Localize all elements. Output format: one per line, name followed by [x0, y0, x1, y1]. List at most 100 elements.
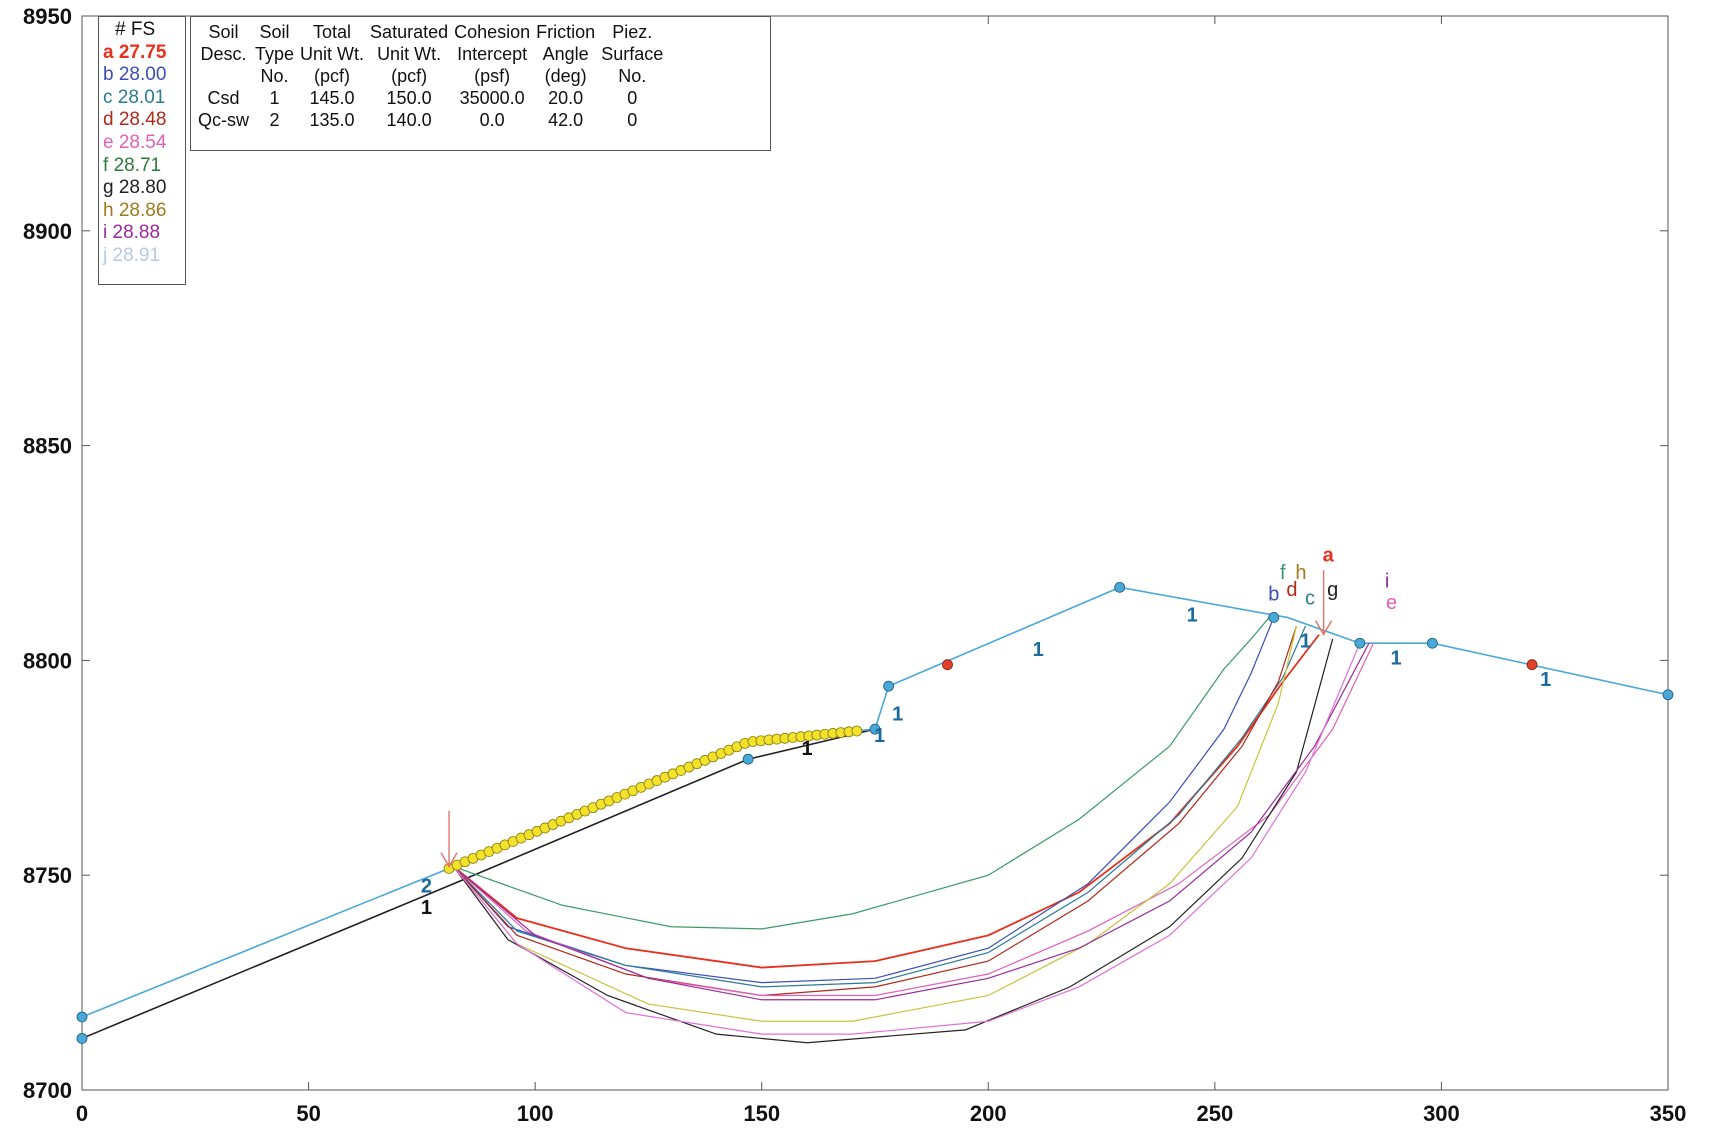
fs-legend-value: 28.80: [118, 177, 167, 199]
material-label: 1: [874, 725, 885, 747]
soil-table-header-row: No. (pcf) (pcf) (psf) (deg) No.: [195, 65, 666, 87]
fs-legend-value: 28.00: [118, 64, 167, 86]
soil-table-header-row: Desc. Type Unit Wt. Unit Wt. Intercept Angle S…: [195, 43, 666, 65]
boundaries: [81, 586, 1669, 1040]
fs-legend-value: 28.54: [118, 131, 167, 153]
soil-table-cell: Intercept: [457, 44, 528, 64]
arrow-head: [440, 852, 458, 869]
y-tick-label: 8700: [23, 1078, 72, 1103]
fs-legend-row: c 28.01: [103, 87, 181, 110]
soil-table-cell: 1: [269, 88, 280, 108]
slip-surface-b: [453, 617, 1275, 984]
slip-surface-end-label: g: [1327, 579, 1338, 601]
boundary-point: [883, 680, 894, 692]
fs-legend-row: e 28.54: [103, 132, 181, 155]
fs-legend-id: e: [103, 131, 114, 153]
x-tick-label: 300: [1423, 1101, 1460, 1126]
slip-surface-end-label: b: [1268, 583, 1279, 605]
slip-surface-end-label: h: [1295, 562, 1306, 584]
boundary-point: [1662, 689, 1674, 701]
slip-surface-end-label: e: [1386, 592, 1397, 614]
lower-boundary-line: [81, 728, 876, 1040]
soil-table-cell: 140.0: [386, 110, 432, 130]
slip-surface-i: [453, 642, 1370, 1001]
material-label: 1: [892, 704, 903, 726]
soil-table-cell: Surface: [601, 44, 664, 64]
soil-table-cell: 20.0: [548, 88, 584, 108]
fs-legend-value: 28.01: [117, 86, 166, 108]
soil-table-cell: (pcf): [391, 66, 428, 86]
slip-surface-g: [453, 638, 1334, 1044]
y-tick-label: 8900: [23, 219, 72, 244]
soil-table-cell: Total: [313, 22, 352, 42]
fs-legend-id: i: [103, 222, 108, 244]
slip-surface-d: [453, 625, 1297, 997]
soil-table-cell: 145.0: [309, 88, 355, 108]
boundary-point: [1268, 612, 1280, 623]
slip-surface-end-label: d: [1286, 579, 1297, 601]
slip-surface-c: [453, 625, 1307, 988]
fs-legend-id: h: [103, 199, 114, 221]
soil-table-cell: Soil: [259, 22, 290, 42]
slip-surface-end-label: a: [1323, 545, 1335, 567]
boundary-point: [1426, 637, 1438, 649]
soil-table-cell: Saturated: [370, 22, 449, 42]
fs-legend-row: f 28.71: [103, 155, 181, 178]
fs-legend-row: d 28.48: [103, 109, 181, 132]
y-tick-label: 8850: [23, 434, 72, 459]
soil-table-cell: No.: [618, 66, 647, 86]
x-tick-label: 100: [517, 1101, 554, 1126]
slip-surface-end-label: c: [1305, 588, 1315, 610]
soil-properties-table: Soil Soil Total Saturated Cohesion Friction Pi…: [190, 16, 771, 151]
slip-surface-f: [453, 617, 1270, 930]
soil-table-cell: 0.0: [479, 110, 505, 130]
fs-legend-id: b: [103, 64, 114, 86]
fs-legend-id: a: [103, 41, 114, 63]
fs-legend: # FS a 27.75 b 28.00 c 28.01 d 28.48 e 28.54…: [98, 16, 186, 285]
x-tick-label: 150: [743, 1101, 780, 1126]
slip-surface-a: [453, 634, 1320, 969]
soil-table-cell: Cohesion: [454, 22, 531, 42]
material-label: 2: [421, 875, 432, 897]
fs-legend-value: 28.91: [112, 244, 161, 266]
soil-table-cell: Qc-sw: [198, 110, 249, 130]
boundary-point: [869, 723, 881, 735]
x-tick-label: 350: [1650, 1101, 1687, 1126]
soil-table-cell: No.: [260, 66, 289, 86]
fs-legend-row: a 27.75: [103, 42, 181, 65]
soil-table-cell: Soil: [208, 22, 239, 42]
fs-legend-row: i 28.88: [103, 222, 181, 245]
soil-table-cell: Csd: [207, 88, 240, 108]
fs-legend-value: 28.88: [112, 222, 161, 244]
markers: [76, 570, 1674, 1044]
fs-legend-header: # FS: [115, 19, 156, 40]
fs-legend-id: g: [103, 177, 114, 199]
boundary-point: [76, 1011, 88, 1023]
fs-legend-id: f: [103, 154, 109, 176]
x-tick-label: 0: [76, 1101, 88, 1126]
soil-table-cell: 0: [627, 88, 638, 108]
fs-legend-id: d: [103, 109, 114, 131]
arrow-head: [1315, 620, 1333, 637]
soil-table-cell: Desc.: [200, 44, 247, 64]
slip-surfaces: [453, 617, 1374, 1044]
fs-legend-value: 28.48: [118, 109, 167, 131]
soil-table-cell: (psf): [474, 66, 511, 86]
marker-point: [1526, 659, 1538, 671]
marker-point: [942, 659, 953, 671]
soil-table-cell: Friction: [536, 22, 596, 42]
soil-table-row: Qc-sw 2 135.0 140.0 0.0 42.0 0: [195, 109, 666, 131]
material-label: 1: [801, 738, 812, 760]
material-label: 1: [1187, 605, 1198, 627]
fs-legend-value: 27.75: [118, 41, 167, 63]
boundary-point: [742, 753, 754, 765]
slip-surface-end-label: i: [1385, 570, 1389, 592]
x-tick-label: 50: [296, 1101, 320, 1126]
soil-table-cell: 0: [627, 110, 638, 130]
fs-legend-row: h 28.86: [103, 200, 181, 223]
fs-legend-id: j: [103, 244, 108, 266]
soil-table-cell: 135.0: [309, 110, 355, 130]
soil-table: Soil Soil Total Saturated Cohesion Friction Pi…: [195, 21, 666, 131]
soil-table-cell: Unit Wt.: [377, 44, 442, 64]
